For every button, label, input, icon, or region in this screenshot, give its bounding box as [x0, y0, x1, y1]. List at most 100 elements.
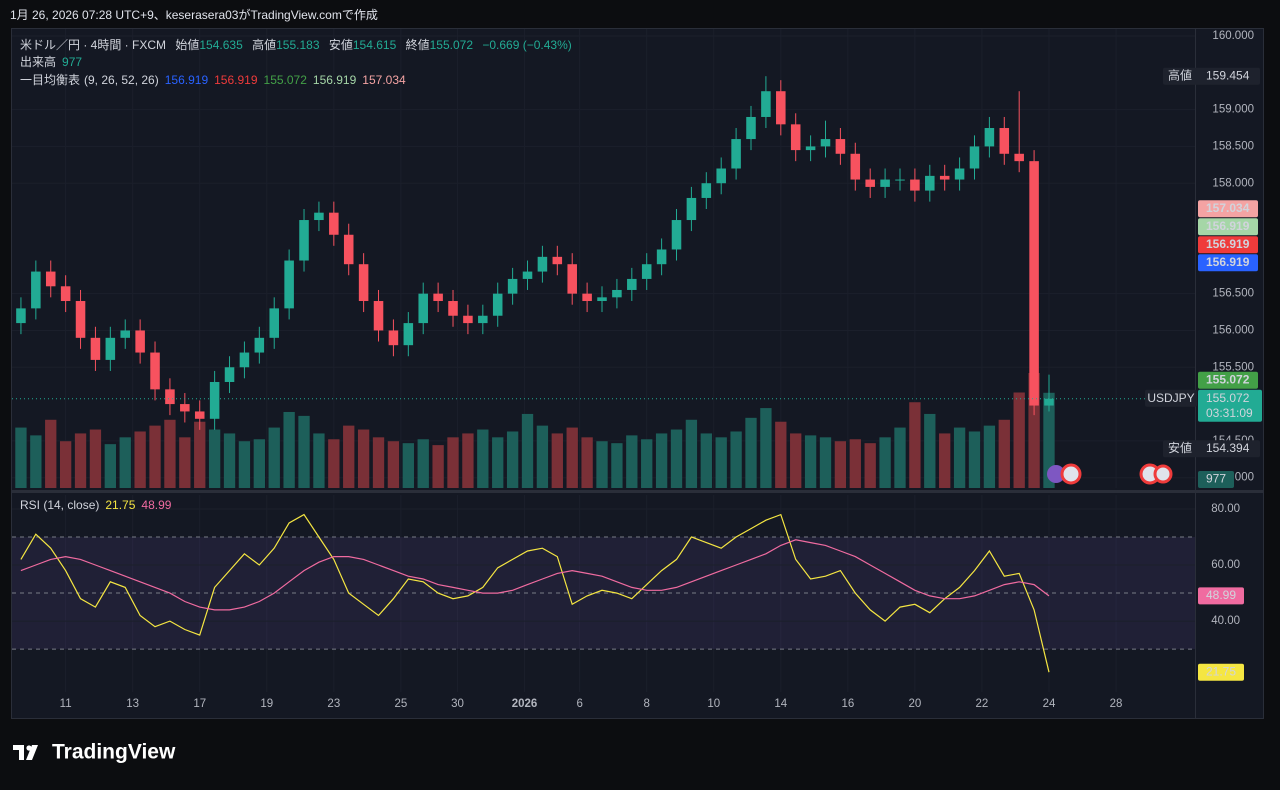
legend-line: 出来高 977 [20, 54, 82, 69]
volume-bar [1013, 392, 1025, 488]
x-tick-label: 8 [644, 698, 650, 710]
volume-bar [536, 425, 549, 488]
candle-body [820, 139, 831, 147]
candle-body [790, 124, 801, 151]
candle-body [761, 91, 771, 117]
x-tick-label: 2026 [512, 698, 538, 710]
volume-bar [357, 429, 370, 488]
candle-body [269, 308, 279, 338]
candle-body [910, 179, 920, 191]
candle-body [150, 352, 160, 390]
candle-body [239, 352, 250, 368]
y-tick-label: 160.000 [1212, 30, 1254, 42]
volume-bar [45, 419, 57, 488]
volume-bar [477, 429, 489, 488]
x-tick-label: 10 [707, 698, 720, 710]
candle-body [373, 301, 384, 331]
volume-bar [581, 437, 593, 488]
value: 48.99 [141, 498, 171, 512]
volume-bar [1043, 392, 1055, 488]
candle-body [358, 264, 369, 302]
candle-body [45, 271, 56, 287]
candle-body [463, 315, 473, 324]
candle-body [522, 271, 533, 279]
volume-bar [253, 439, 265, 488]
extreme-tag-value: 159.454 [1206, 68, 1250, 82]
volume-bar [134, 431, 146, 488]
volume-bar [402, 443, 414, 488]
value: 157.034 [362, 73, 406, 87]
candle-body [254, 337, 265, 353]
candle-body [969, 146, 980, 169]
event-icon [1047, 465, 1065, 483]
rsi-tag-text: 21.75 [1206, 664, 1236, 678]
candle-body [865, 179, 875, 187]
candle-body [925, 175, 935, 191]
y-tick-label: 40.00 [1211, 615, 1240, 627]
x-tick-label: 22 [976, 698, 989, 710]
volume-bar [59, 441, 72, 488]
rsi-tag [1198, 587, 1244, 605]
candle-body [448, 301, 458, 316]
volume-bar [939, 433, 951, 488]
candle-body [552, 256, 563, 265]
price-tag [1198, 200, 1258, 218]
volume-bar [328, 439, 340, 488]
volume-bar [492, 437, 504, 488]
volume-bar [1028, 373, 1040, 488]
candle-body [105, 337, 116, 360]
candle-body [224, 367, 235, 382]
candle-body [567, 264, 577, 294]
countdown: 03:31:09 [1206, 406, 1253, 420]
value: 154.615 [353, 38, 397, 52]
legend-line: RSI (14, close) 21.75 48.99 [20, 498, 172, 512]
x-tick-label: 25 [394, 698, 407, 710]
volume-bar [283, 411, 295, 488]
volume-bar [998, 419, 1010, 488]
volume-bar [730, 431, 742, 488]
candle-body [418, 293, 428, 324]
candle-body [656, 249, 667, 265]
value: 21.75 [105, 498, 135, 512]
candle-body [165, 389, 175, 405]
volume-tag [1198, 471, 1234, 488]
value: 156.919 [214, 73, 258, 87]
label: 高値 [252, 37, 276, 52]
rsi-title: RSI (14, close) [20, 498, 99, 512]
volume-bar [432, 445, 444, 488]
rsi-line [20, 539, 1050, 611]
price-tag-text: 156.919 [1206, 237, 1250, 251]
price-tag-text: 156.919 [1206, 255, 1250, 269]
candle-body [16, 308, 26, 324]
x-tick-label: 19 [260, 698, 273, 710]
candle-body [314, 212, 324, 221]
candle-body [388, 330, 399, 346]
volume-bar [596, 441, 608, 488]
volume-bar [775, 421, 787, 488]
volume-bar [909, 402, 921, 488]
logo: TradingView [13, 741, 176, 764]
candle-body [612, 289, 622, 298]
current-price: 155.072 [1206, 391, 1250, 405]
candle-body [805, 146, 816, 151]
x-tick-label: 30 [451, 698, 464, 710]
volume-bar [30, 435, 42, 488]
volume-bar [268, 427, 280, 488]
symbol-tag [1145, 389, 1197, 407]
y-tick-label: 158.500 [1212, 140, 1254, 152]
x-tick-label: 23 [327, 698, 340, 710]
candle-body [135, 330, 145, 353]
volume-bar [834, 441, 847, 488]
candle-body [120, 330, 131, 338]
symbol-tag-text: USDJPY [1147, 391, 1194, 405]
logo-mark [13, 745, 38, 760]
volume-bar [760, 408, 772, 488]
volume-bar [953, 427, 966, 488]
candle-body [895, 179, 905, 181]
candle-body [492, 293, 503, 316]
volume-bar [611, 443, 623, 488]
candle-body [1029, 161, 1039, 406]
volume-bar [164, 419, 176, 488]
candle-body [537, 256, 548, 272]
logo-mark [26, 745, 32, 751]
